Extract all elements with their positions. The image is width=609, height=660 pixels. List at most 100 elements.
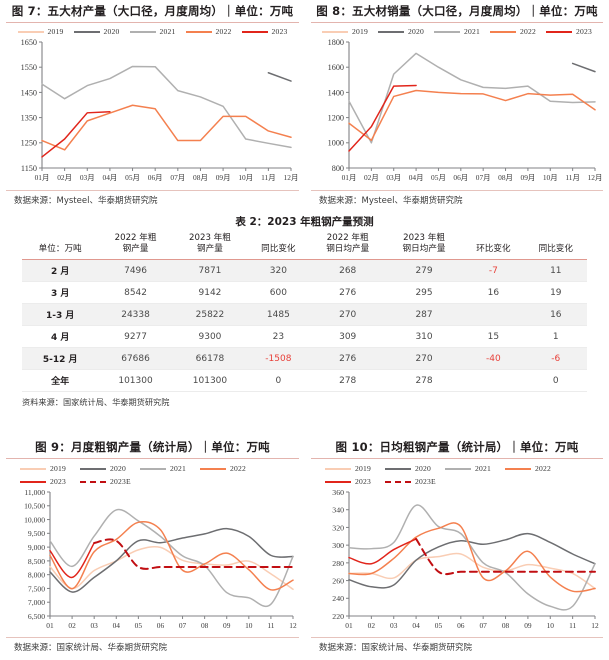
svg-text:03月: 03月 <box>386 173 401 182</box>
svg-text:08: 08 <box>201 621 209 630</box>
table-row-label: 5-12 月 <box>22 347 99 370</box>
figure-9-footer-divider <box>6 637 299 638</box>
legend-swatch-icon <box>80 480 106 483</box>
legend-swatch-icon <box>378 30 404 33</box>
svg-text:09: 09 <box>223 621 231 630</box>
table-cell: 23 <box>247 325 310 348</box>
legend-label: 2019 <box>355 464 371 473</box>
svg-text:260: 260 <box>332 576 344 585</box>
svg-text:05: 05 <box>435 621 443 630</box>
svg-text:800: 800 <box>332 164 344 173</box>
table-cell <box>462 369 525 392</box>
svg-text:1650: 1650 <box>21 38 37 47</box>
table-cell: 7496 <box>98 259 173 282</box>
legend-swatch-icon <box>445 467 471 470</box>
legend-swatch-icon <box>505 467 531 470</box>
legend-swatch-icon <box>73 30 100 33</box>
svg-text:04月: 04月 <box>409 173 424 182</box>
svg-text:02月: 02月 <box>57 173 72 182</box>
svg-text:6,500: 6,500 <box>28 612 45 621</box>
legend-swatch-icon <box>20 480 46 483</box>
legend-label: 2021 <box>159 27 176 36</box>
svg-text:01: 01 <box>46 621 54 630</box>
table-row-label: 全年 <box>22 369 99 392</box>
svg-text:11: 11 <box>569 621 576 630</box>
svg-text:7,500: 7,500 <box>28 584 45 593</box>
forecast-table-block: 表 2：2023 年粗钢产量预测 单位：万吨 2022 年粗 钢产量 2023 年粗钢… <box>0 214 609 408</box>
table-cell: -1508 <box>247 347 310 370</box>
svg-text:11月: 11月 <box>261 173 276 182</box>
table-cell: 268 <box>309 259 386 282</box>
table-cell: -7 <box>462 259 525 282</box>
svg-text:11月: 11月 <box>565 173 580 182</box>
figure-9-title: 图 9：月度粗钢产量（统计局）｜单位：万吨 <box>35 440 270 454</box>
svg-text:06: 06 <box>457 621 465 630</box>
svg-text:10,000: 10,000 <box>24 515 45 524</box>
svg-text:1150: 1150 <box>21 164 37 173</box>
svg-text:07月: 07月 <box>476 173 491 182</box>
legend-swatch-icon <box>546 30 572 33</box>
svg-text:220: 220 <box>332 612 344 621</box>
table-row: 4 月 9277 9300 23 309 310 15 1 <box>22 325 587 348</box>
svg-text:12: 12 <box>289 621 297 630</box>
legend-label: 2019 <box>47 27 64 36</box>
table-header-cell-0: 单位：万吨 <box>38 244 82 254</box>
table-cell: 66178 <box>172 347 248 370</box>
figure-8-divider <box>311 22 603 23</box>
svg-text:01: 01 <box>345 621 353 630</box>
svg-text:280: 280 <box>332 559 344 568</box>
table-row: 全年 101300 101300 0 278 278 0 <box>22 369 587 392</box>
legend-item-2022: 2022 <box>490 27 536 36</box>
svg-text:10月: 10月 <box>238 173 253 182</box>
figure-8-legend: 2019 2020 2021 2022 2023 <box>305 27 609 36</box>
legend-label: 2022 <box>520 27 536 36</box>
legend-item-2020: 2020 <box>378 27 424 36</box>
table-cell <box>462 303 525 326</box>
legend-label: 2023 <box>271 27 288 36</box>
figure-9-legend: 2019 2020 2021 2022 2023 2023E <box>0 464 305 486</box>
svg-text:06: 06 <box>157 621 165 630</box>
table-row: 5-12 月 67686 66178 -1508 276 270 -40 -6 <box>22 347 587 370</box>
table-title: 表 2：2023 年粗钢产量预测 <box>235 216 374 228</box>
svg-text:11: 11 <box>267 621 274 630</box>
legend-item-2022: 2022 <box>185 27 232 36</box>
svg-text:09: 09 <box>524 621 532 630</box>
svg-text:1250: 1250 <box>21 139 37 148</box>
figure-10-legend: 2019 2020 2021 2022 2023 2023E <box>305 464 609 486</box>
table-cell: 16 <box>462 281 525 304</box>
svg-text:320: 320 <box>332 523 344 532</box>
figure-10-source: 数据来源：国家统计局、华泰期货研究院 <box>319 643 473 653</box>
legend-label: 2021 <box>170 464 186 473</box>
svg-text:03月: 03月 <box>80 173 95 182</box>
table-cell: 0 <box>247 369 310 392</box>
legend-swatch-icon <box>20 467 46 470</box>
legend-item-2023: 2023 <box>20 477 66 486</box>
table-header-cell-4: 2022 年粗 钢日均产量 <box>326 233 370 254</box>
svg-text:9,500: 9,500 <box>28 529 45 538</box>
figure-7-title: 图 7：五大材产量（大口径，月度周均）｜单位：万吨 <box>11 4 294 18</box>
table-header-cell-3: 同比变化 <box>261 244 296 254</box>
svg-text:07: 07 <box>479 621 487 630</box>
svg-text:240: 240 <box>332 594 344 603</box>
table-cell: 600 <box>247 281 310 304</box>
legend-item-2019: 2019 <box>17 27 64 36</box>
legend-item-2023e: 2023E <box>80 477 131 486</box>
svg-text:08月: 08月 <box>193 173 208 182</box>
svg-text:340: 340 <box>332 506 344 515</box>
svg-text:10,500: 10,500 <box>24 502 45 511</box>
svg-text:10: 10 <box>245 621 253 630</box>
figure-7-source: 数据来源：Mysteel、华泰期货研究院 <box>14 196 158 206</box>
svg-text:02: 02 <box>368 621 376 630</box>
legend-swatch-icon <box>17 30 44 33</box>
table-cell: 295 <box>385 281 463 304</box>
table-cell: 11 <box>524 259 587 282</box>
legend-item-2022: 2022 <box>200 464 246 473</box>
figure-7-plot: 1150 1250 1350 1450 1550 1650 01月 02月 03月 04月 05月 0… <box>0 36 305 188</box>
legend-label: 2022 <box>535 464 551 473</box>
table-cell: 309 <box>309 325 386 348</box>
table-source: 资料来源：国家统计局、华泰期货研究院 <box>22 397 170 407</box>
figure-10-footer-divider <box>311 637 603 638</box>
legend-label: 2021 <box>475 464 491 473</box>
svg-text:11,000: 11,000 <box>24 488 45 497</box>
